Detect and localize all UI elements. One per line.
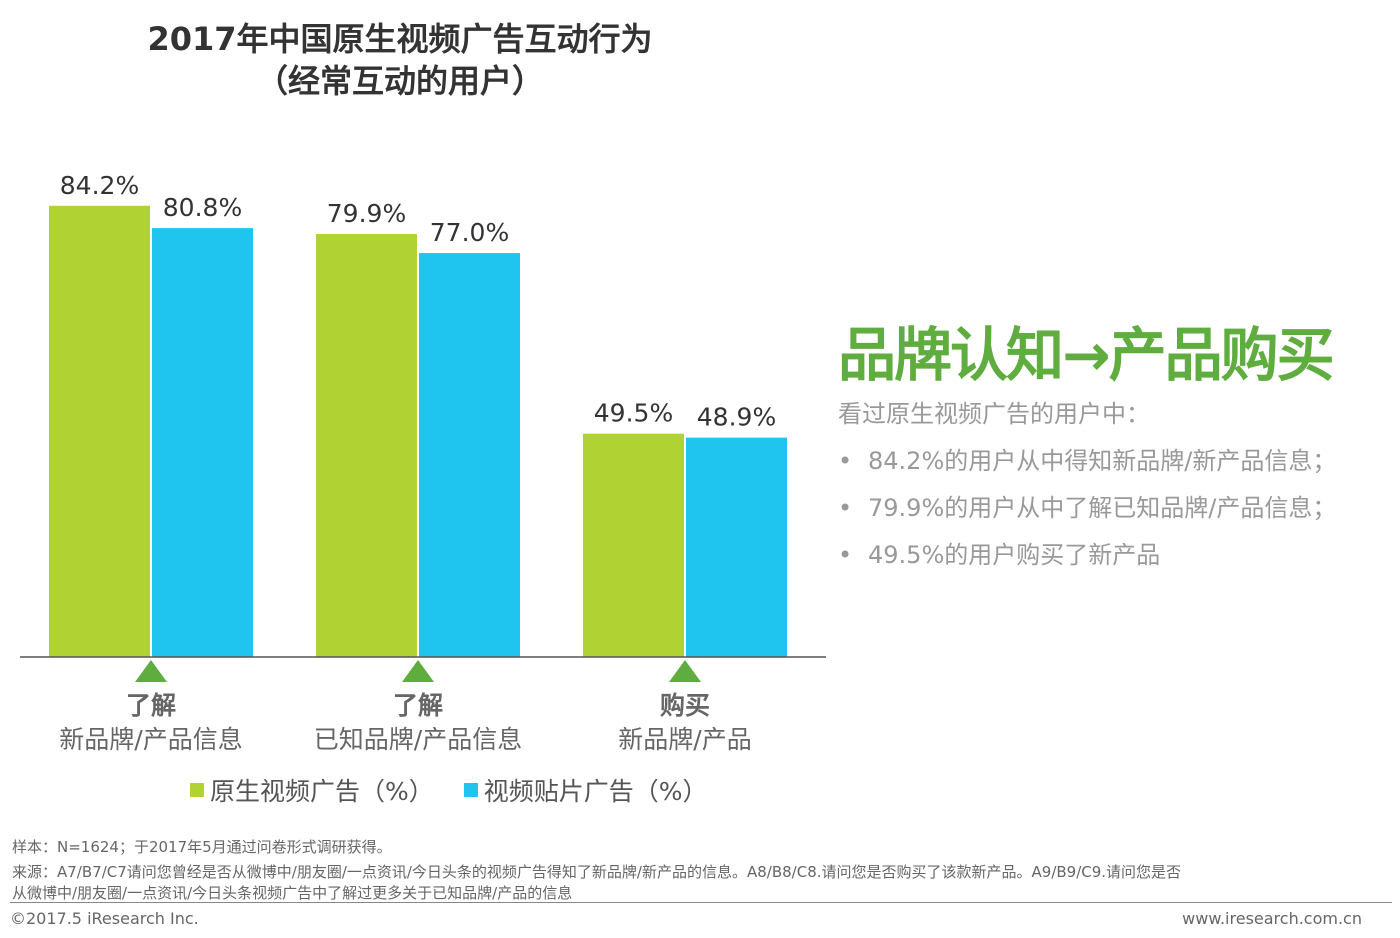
category-label: 购买 xyxy=(659,691,710,720)
category-sublabel: 新品牌/产品 xyxy=(618,725,752,754)
category-label: 了解 xyxy=(392,691,443,720)
title-line: 2017年中国原生视频广告互动行为 xyxy=(147,20,653,58)
data-label: 79.9% xyxy=(327,199,406,228)
sample-note: 样本：N=1624；于2017年5月通过问卷形式调研获得。 xyxy=(12,838,392,856)
chart-title: 2017年中国原生视频广告互动行为 （经常互动的用户） xyxy=(60,18,740,102)
headline: 品牌认知→产品购买 xyxy=(838,321,1335,389)
footer-divider xyxy=(10,902,1392,903)
bullet-dot: • xyxy=(838,447,853,475)
bar-2-0 xyxy=(583,433,684,657)
legend-swatch xyxy=(463,783,478,797)
legend: 原生视频广告（%） 视频贴片广告（%） xyxy=(190,772,708,808)
data-label: 77.0% xyxy=(430,218,509,247)
source-note: 来源：A7/B7/C7请问您曾经是否从微博中/朋友圈/一点资讯/今日头条的视频广… xyxy=(12,863,1182,881)
intro-text: 看过原生视频广告的用户中： xyxy=(838,400,1150,428)
triangle-marker-icon xyxy=(669,660,701,682)
data-label: 84.2% xyxy=(60,171,139,200)
data-label: 80.8% xyxy=(163,193,242,222)
bullet-item: • 79.9%的用户从中了解已知品牌/产品信息； xyxy=(838,488,1336,523)
legend-item-native: 原生视频广告（%） xyxy=(190,772,434,808)
triangle-marker-icon xyxy=(402,660,434,682)
bullet-text: 79.9%的用户从中了解已知品牌/产品信息； xyxy=(868,494,1337,522)
bullet-item: • 49.5%的用户购买了新产品 xyxy=(838,535,1160,570)
bar-0-1 xyxy=(152,228,253,657)
data-label: 48.9% xyxy=(697,403,776,432)
category-sublabel: 已知品牌/产品信息 xyxy=(313,725,523,754)
data-label: 49.5% xyxy=(594,399,673,428)
bar-chart: 84.2% 80.8% 79.9% 77.0% 49.5% 48.9% xyxy=(20,171,826,682)
copyright: ©2017.5 iResearch Inc. xyxy=(10,909,199,928)
bullet-text: 84.2%的用户从中得知新品牌/新产品信息； xyxy=(868,447,1337,475)
legend-label: 视频贴片广告（%） xyxy=(483,777,708,806)
subtitle-line: （经常互动的用户） xyxy=(255,62,544,100)
bullet-item: • 84.2%的用户从中得知新品牌/新产品信息； xyxy=(838,441,1336,476)
category-label: 了解 xyxy=(125,691,176,720)
bar-0-0 xyxy=(49,205,150,657)
bar-1-0 xyxy=(316,234,417,657)
legend-item-preroll: 视频贴片广告（%） xyxy=(463,772,708,808)
source-note-cont: 从微博中/朋友圈/一点资讯/今日头条视频广告中了解过更多关于已知品牌/产品的信息 xyxy=(12,884,573,902)
triangle-marker-icon xyxy=(135,660,167,682)
bar-1-1 xyxy=(419,253,520,657)
bullet-text: 49.5%的用户购买了新产品 xyxy=(868,541,1161,569)
category-sublabel: 新品牌/产品信息 xyxy=(59,725,243,754)
bullet-dot: • xyxy=(838,541,853,569)
website: www.iresearch.com.cn xyxy=(1182,909,1362,928)
bar-2-1 xyxy=(686,437,787,657)
legend-label: 原生视频广告（%） xyxy=(210,777,434,806)
legend-swatch xyxy=(190,783,204,797)
bullet-dot: • xyxy=(838,494,853,522)
